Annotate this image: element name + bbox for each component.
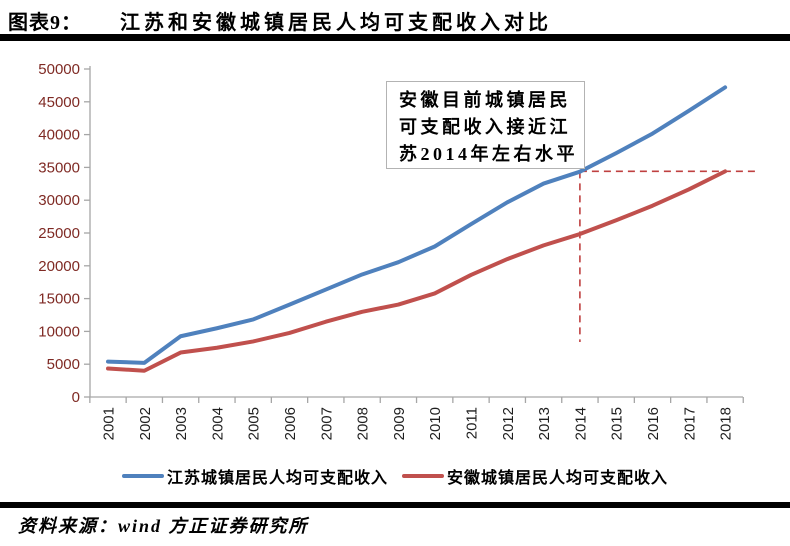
svg-text:10000: 10000 [38, 323, 80, 340]
svg-text:2004: 2004 [209, 407, 226, 440]
svg-text:2002: 2002 [137, 407, 154, 440]
svg-text:2018: 2018 [718, 407, 735, 440]
svg-text:35000: 35000 [38, 159, 80, 176]
footer-divider-bar [0, 502, 790, 508]
annotation-line: 可支配收入接近江 [399, 117, 571, 137]
title-divider-bar [0, 34, 790, 41]
svg-text:20000: 20000 [38, 258, 80, 275]
svg-text:50000: 50000 [38, 61, 80, 78]
chart-legend: 江苏城镇居民人均可支配收入 安徽城镇居民人均可支配收入 [0, 464, 790, 488]
svg-text:2007: 2007 [318, 407, 335, 440]
annotation-box: 安徽目前城镇居民 可支配收入接近江 苏2014年左右水平 [386, 81, 585, 169]
data-source: 资料来源：wind 方正证券研究所 [18, 516, 309, 536]
svg-text:2003: 2003 [173, 407, 190, 440]
legend-label-jiangsu: 江苏城镇居民人均可支配收入 [166, 470, 388, 487]
svg-text:0: 0 [72, 389, 80, 406]
svg-text:2012: 2012 [500, 407, 517, 440]
svg-text:2014: 2014 [572, 407, 589, 440]
line-chart: 0 5000 10000 15000 20000 25000 30000 35000 40000… [38, 61, 756, 440]
svg-text:40000: 40000 [38, 127, 80, 144]
svg-text:30000: 30000 [38, 192, 80, 209]
svg-text:15000: 15000 [38, 291, 80, 308]
legend-item-jiangsu: 江苏城镇居民人均可支配收入 [121, 464, 388, 488]
svg-text:2011: 2011 [464, 407, 481, 439]
jiangsu-line-swatch [121, 474, 164, 478]
annotation-line: 苏2014年左右水平 [399, 144, 578, 164]
figure-title: 江苏和安徽城镇居民人均可支配收入对比 [120, 12, 552, 34]
chart-area: 0 5000 10000 15000 20000 25000 30000 35000 40000… [0, 50, 790, 465]
svg-text:2008: 2008 [355, 407, 372, 440]
svg-text:2009: 2009 [391, 407, 408, 440]
svg-text:2001: 2001 [101, 407, 118, 440]
figure-title-row: 图表9： 江苏和安徽城镇居民人均可支配收入对比 [0, 4, 790, 34]
svg-text:25000: 25000 [38, 225, 80, 242]
svg-text:2006: 2006 [282, 407, 299, 440]
svg-text:2005: 2005 [246, 407, 263, 440]
annotation-line: 安徽目前城镇居民 [399, 90, 571, 110]
anhui-line-swatch [402, 474, 444, 478]
svg-text:2010: 2010 [427, 407, 444, 440]
legend-item-anhui: 安徽城镇居民人均可支配收入 [402, 464, 668, 488]
svg-text:2017: 2017 [681, 407, 698, 440]
svg-text:2015: 2015 [609, 407, 626, 440]
svg-text:45000: 45000 [38, 94, 80, 111]
figure-number: 图表9： [8, 12, 82, 34]
legend-label-anhui: 安徽城镇居民人均可支配收入 [447, 470, 669, 487]
svg-text:5000: 5000 [47, 356, 80, 373]
svg-text:2016: 2016 [645, 407, 662, 440]
svg-text:2013: 2013 [536, 407, 553, 440]
